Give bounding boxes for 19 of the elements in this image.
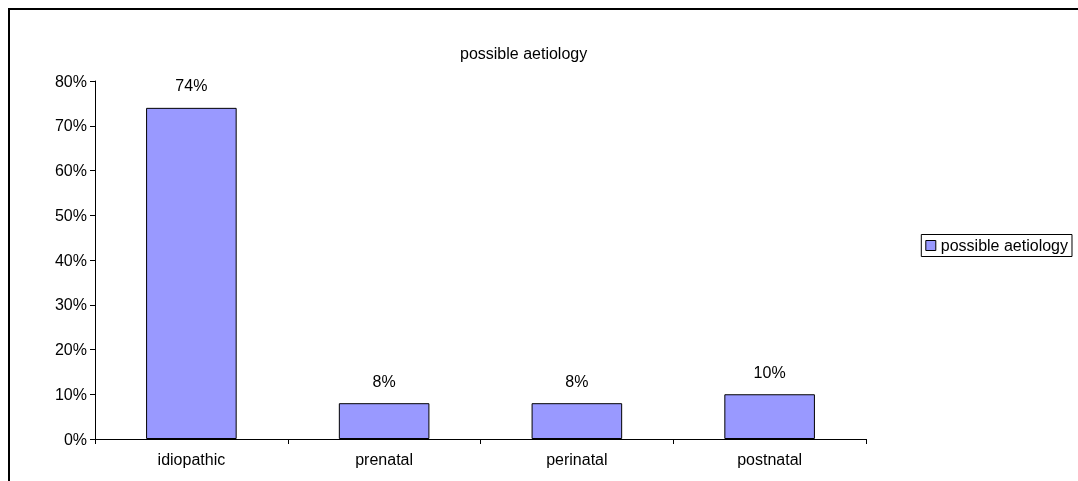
x-tick-label: prenatal [355,450,414,468]
data-label: 8% [565,372,589,390]
data-label: 74% [175,77,208,95]
legend-label: possible aetiology [940,237,1069,254]
data-label: 8% [372,372,396,390]
x-tick-label: postnatal [737,450,803,468]
y-tick-label: 60% [54,162,87,179]
data-label: 10% [753,363,786,381]
x-tick-label: idiopathic [157,450,226,468]
y-tick-label: 70% [54,117,87,135]
y-tick-label: 20% [54,341,87,358]
x-tick-label: perinatal [546,450,608,468]
y-tick-label: 80% [54,72,87,90]
chart-title: possible aetiology [460,44,588,62]
y-tick-label: 0% [63,430,87,448]
y-tick-label: 10% [54,385,87,403]
y-tick-label: 50% [54,206,87,224]
y-tick-label: 30% [54,296,87,314]
y-tick-label: 40% [54,251,87,269]
